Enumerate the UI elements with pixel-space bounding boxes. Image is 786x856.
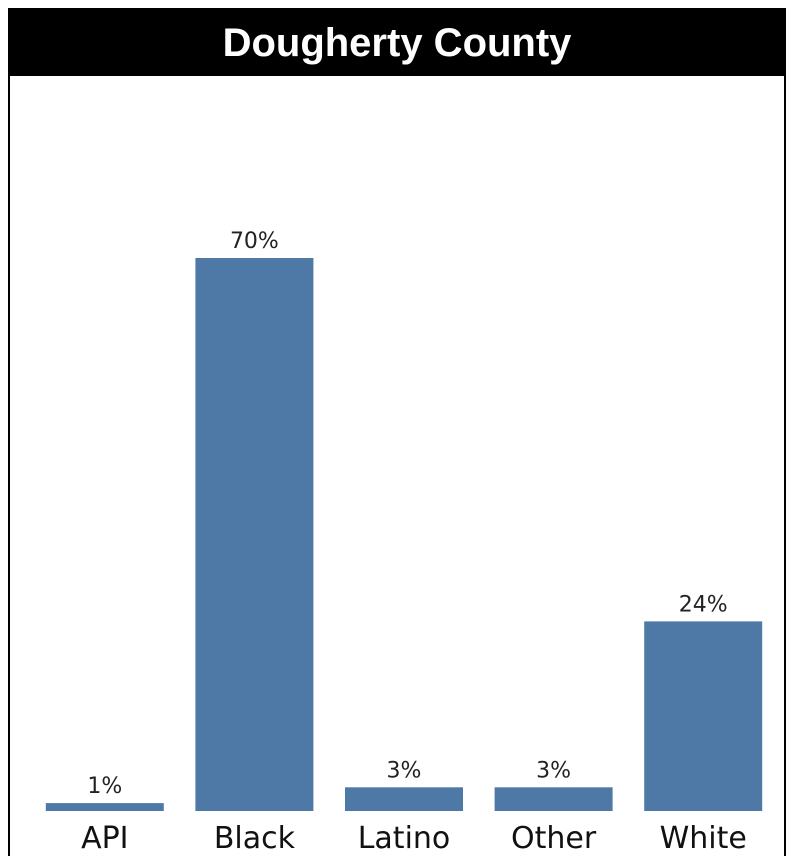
bar-api [45,803,164,811]
bar-other [494,787,613,811]
category-label-api: API [81,821,128,856]
bar-white [644,621,763,811]
value-label-white: 24% [679,592,728,617]
category-label-white: White [660,821,747,856]
value-label-api: 1% [87,774,122,799]
chart-frame: Dougherty County [8,8,786,856]
bar-black [195,258,314,811]
value-label-other: 3% [536,758,571,783]
value-label-latino: 3% [387,758,422,783]
chart-title: Dougherty County [10,10,784,76]
bar-latino [345,787,463,811]
bars-group [45,258,763,811]
category-labels-group: API Black Latino Other White [81,821,747,856]
category-label-black: Black [214,821,296,856]
value-labels-group: 1% 70% 3% 3% 24% [87,229,727,799]
category-label-latino: Latino [358,821,451,856]
category-label-other: Other [511,821,597,856]
value-label-black: 70% [230,229,279,254]
